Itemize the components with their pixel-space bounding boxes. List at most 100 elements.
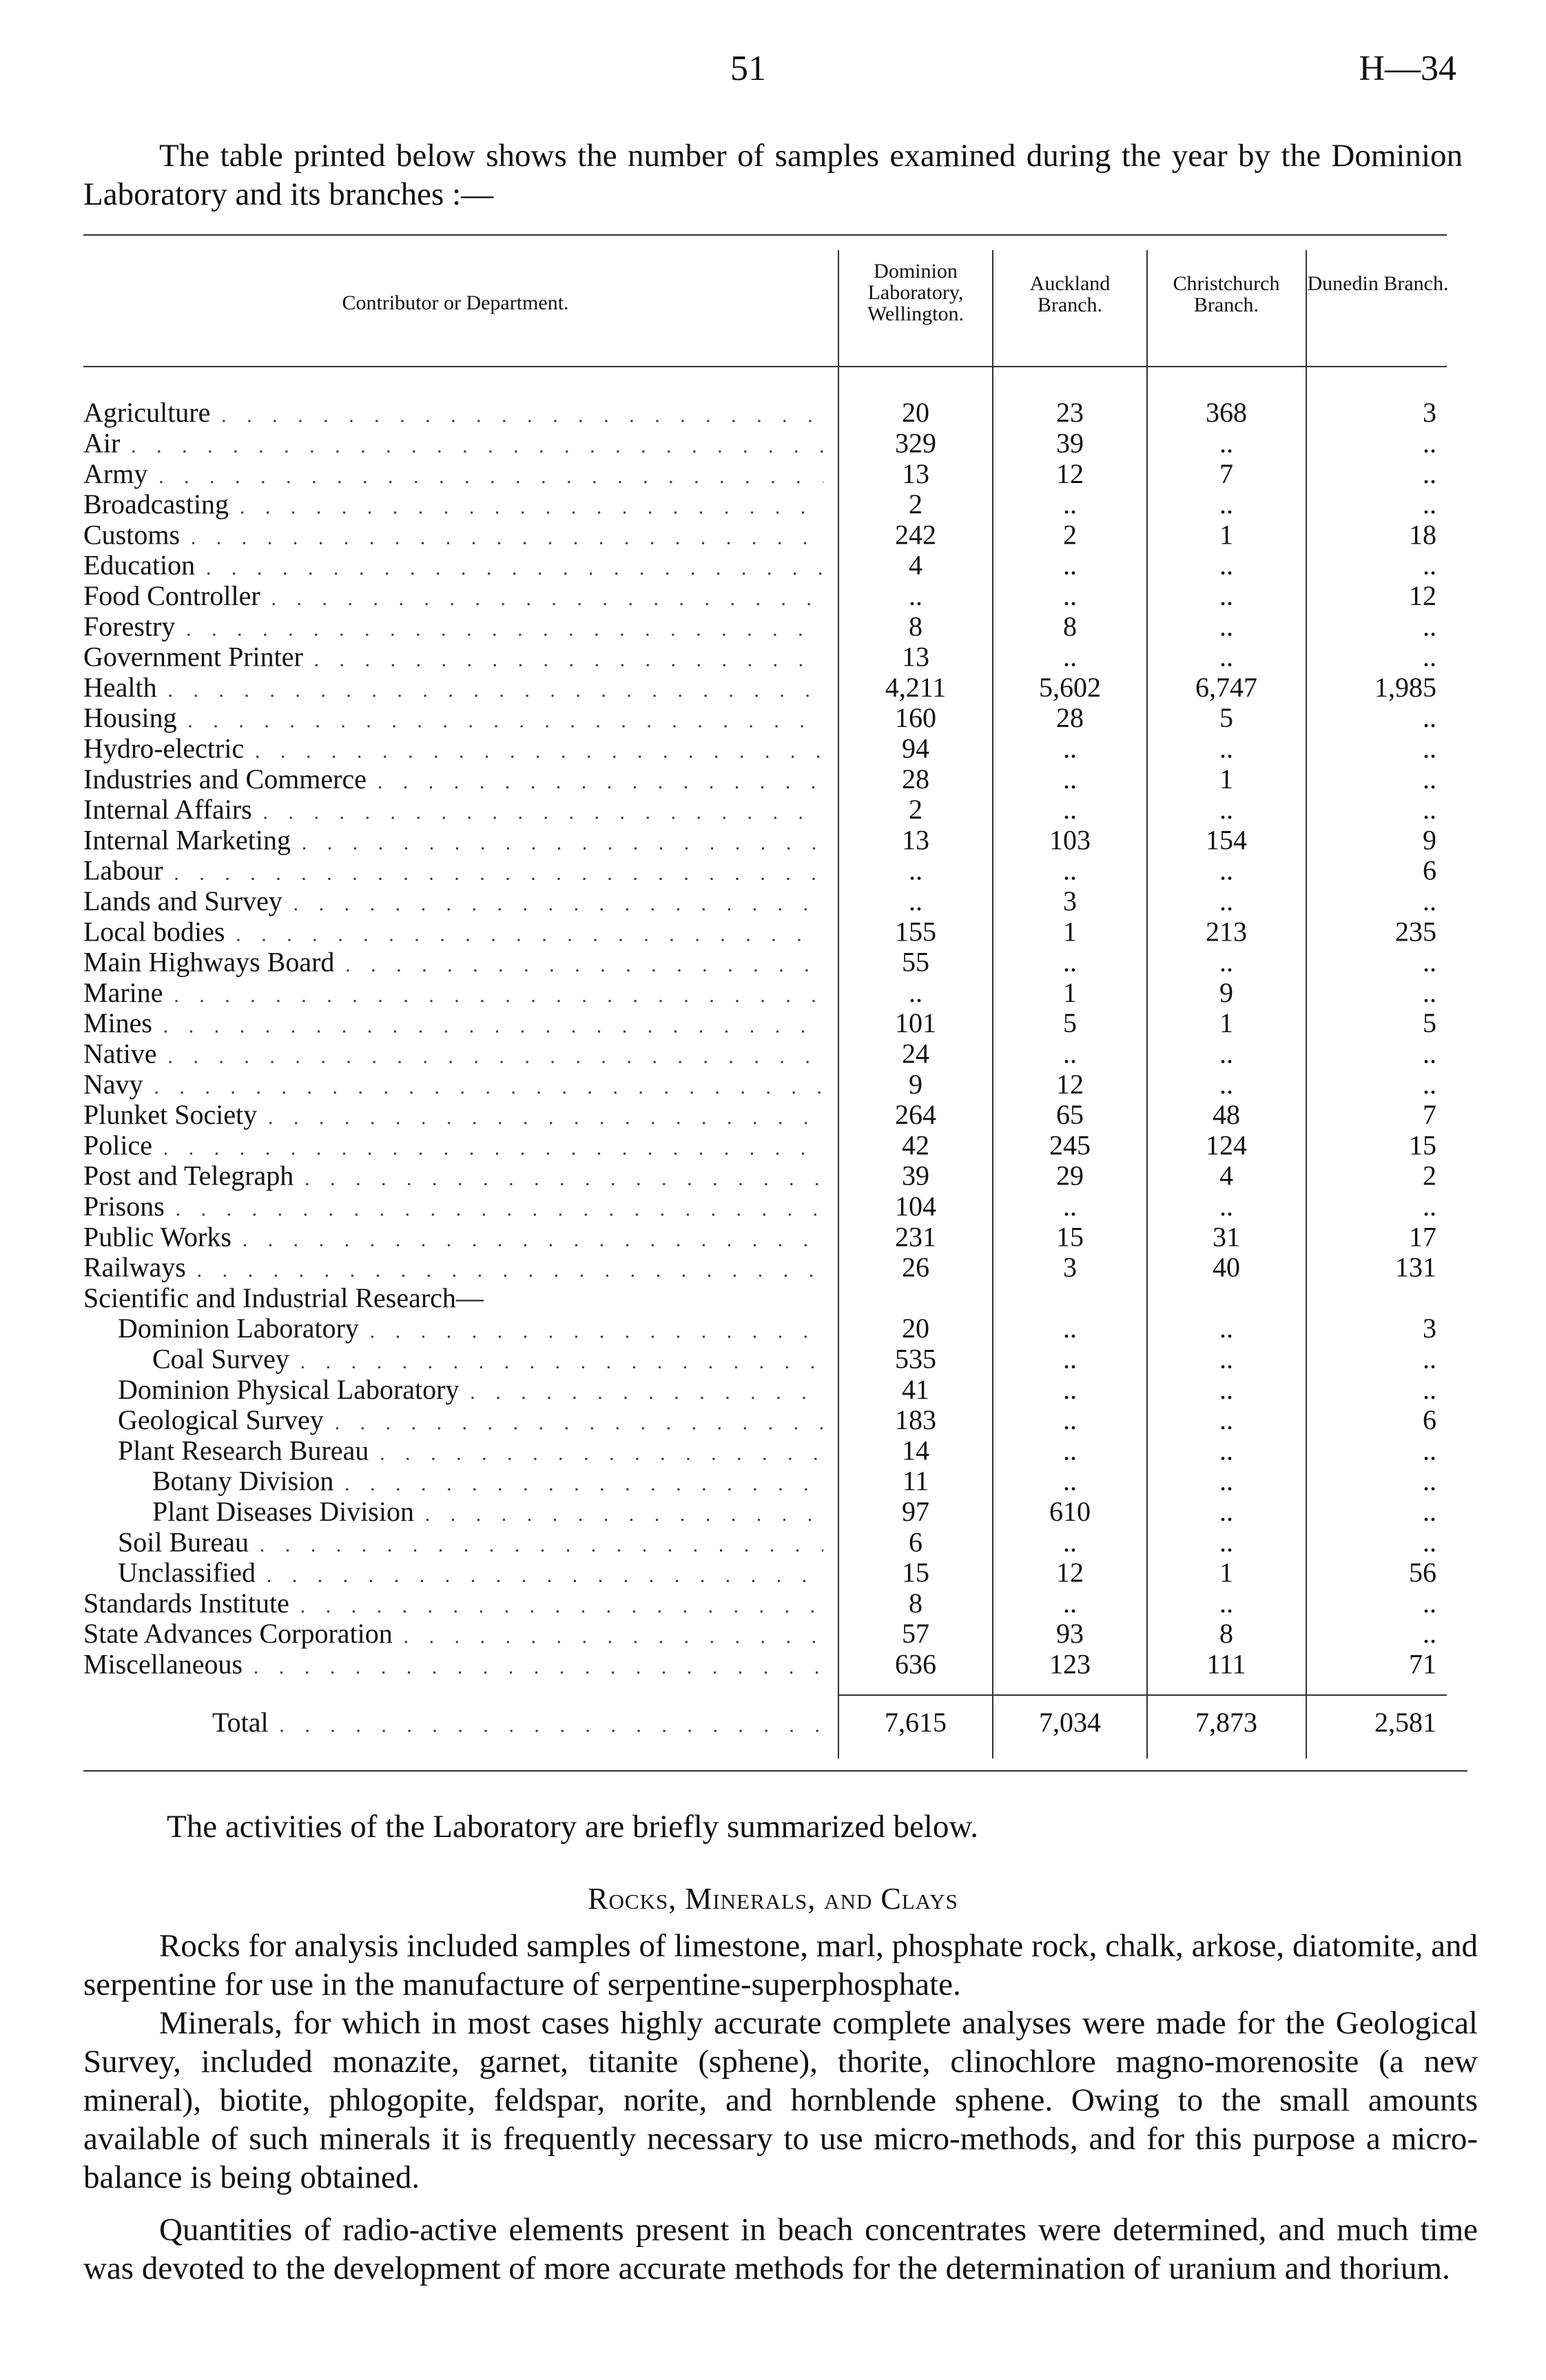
cell: 42: [902, 1129, 929, 1160]
row-label: Mines: [83, 1007, 152, 1038]
row-label: Food Controller: [83, 580, 260, 611]
cell: 11: [903, 1466, 929, 1497]
cell: ..: [1423, 1526, 1436, 1557]
row-label: State Advances Corporation: [83, 1618, 393, 1649]
cell: ..: [1063, 1343, 1077, 1374]
cell: 231: [895, 1221, 936, 1252]
row-label: Customs: [83, 519, 180, 550]
cell: 1: [1063, 916, 1077, 947]
paragraph: Rocks for analysis included samples of l…: [83, 1928, 1478, 2002]
cell: 235: [1395, 916, 1436, 947]
column-header: Contributor or Department.: [342, 291, 569, 314]
cell: 3: [1063, 885, 1077, 916]
cell: 3: [1063, 1252, 1077, 1283]
row-label: Soil Bureau: [118, 1526, 249, 1557]
row-label: Post and Telegraph: [83, 1160, 293, 1191]
cell: 104: [895, 1191, 936, 1222]
cell: ..: [1063, 794, 1077, 825]
page-reference: H—34: [1359, 49, 1456, 88]
cell: ..: [1423, 642, 1436, 673]
row-label: Dominion Physical Laboratory: [118, 1374, 459, 1405]
paragraph: Quantities of radio-active elements pres…: [83, 2212, 1478, 2286]
cell: 8: [909, 611, 923, 642]
cell: 1: [1063, 977, 1077, 1008]
cell: ..: [1219, 947, 1233, 978]
cell: 94: [902, 732, 929, 763]
row-label: Education: [83, 550, 195, 581]
cell: ..: [1219, 1435, 1233, 1466]
cell: ..: [1063, 855, 1077, 886]
cell: 4: [1219, 1160, 1233, 1191]
cell: ..: [1423, 732, 1436, 763]
cell: 24: [902, 1038, 929, 1069]
cell: 131: [1395, 1252, 1436, 1283]
cell: 15: [902, 1557, 929, 1588]
cell: 71: [1409, 1648, 1436, 1679]
row-label: Health: [83, 672, 157, 703]
cell: ..: [1219, 1466, 1233, 1497]
cell: ..: [1219, 642, 1233, 673]
row-label: Native: [83, 1038, 157, 1069]
row-label: Air: [83, 427, 120, 458]
cell: 5: [1423, 1007, 1436, 1038]
cell: ..: [1063, 1374, 1077, 1405]
cell: 1: [1219, 763, 1233, 794]
row-label: Internal Marketing: [83, 824, 291, 855]
cell: ..: [1063, 489, 1077, 520]
row-label: Labour: [83, 855, 163, 886]
cell: 8: [1063, 611, 1077, 642]
cell: ..: [1219, 1374, 1233, 1405]
cell: 31: [1213, 1221, 1240, 1252]
cell: 18: [1409, 519, 1436, 550]
cell: ..: [1219, 1191, 1233, 1222]
total-cell: 7,873: [1195, 1707, 1257, 1738]
cell: ..: [1423, 1191, 1436, 1222]
cell: 26: [902, 1252, 929, 1283]
cell: ..: [1219, 489, 1233, 520]
cell: ..: [1423, 1069, 1436, 1100]
total-label: Total: [212, 1707, 269, 1738]
row-label: Housing: [83, 702, 177, 733]
cell: 15: [1409, 1129, 1436, 1160]
cell: ..: [1423, 1343, 1436, 1374]
section-body: Rocks for analysis included samples of l…: [83, 1927, 1478, 2288]
cell: 213: [1206, 916, 1247, 947]
cell: 39: [902, 1160, 929, 1191]
cell: 2: [1423, 1160, 1436, 1191]
row-label: Unclassified: [118, 1557, 256, 1588]
cell: ..: [1423, 611, 1436, 642]
cell: 636: [895, 1648, 936, 1679]
cell: ..: [1063, 580, 1077, 611]
cell: 17: [1409, 1221, 1436, 1252]
cell: ..: [1423, 947, 1436, 978]
cell: ..: [1423, 885, 1436, 916]
page-number: 51: [730, 49, 766, 88]
total-cell: 7,034: [1039, 1707, 1101, 1738]
cell: 2: [909, 489, 923, 520]
cell: 29: [1056, 1160, 1084, 1191]
cell: 154: [1206, 824, 1247, 855]
cell: ..: [1219, 1313, 1233, 1344]
cell: 123: [1049, 1648, 1091, 1679]
cell: 15: [1056, 1221, 1084, 1252]
cell: ..: [1423, 489, 1436, 520]
cell: 111: [1206, 1648, 1246, 1679]
row-label: Miscellaneous: [83, 1648, 243, 1679]
cell: 12: [1056, 458, 1084, 489]
cell: ..: [1219, 1404, 1233, 1435]
cell: ..: [909, 580, 923, 611]
cell: 9: [909, 1069, 923, 1100]
cell: 14: [902, 1435, 929, 1466]
cell: ..: [1219, 1526, 1233, 1557]
cell: 6: [1423, 1404, 1436, 1435]
cell: 41: [902, 1374, 929, 1405]
cell: 155: [895, 916, 936, 947]
row-label: Industries and Commerce: [83, 763, 367, 794]
row-label: Public Works: [83, 1221, 231, 1252]
cell: ..: [1423, 977, 1436, 1008]
cell: ..: [1219, 611, 1233, 642]
cell: 39: [1056, 427, 1084, 458]
cell: ..: [1219, 1069, 1233, 1100]
cell: ..: [1219, 1038, 1233, 1069]
